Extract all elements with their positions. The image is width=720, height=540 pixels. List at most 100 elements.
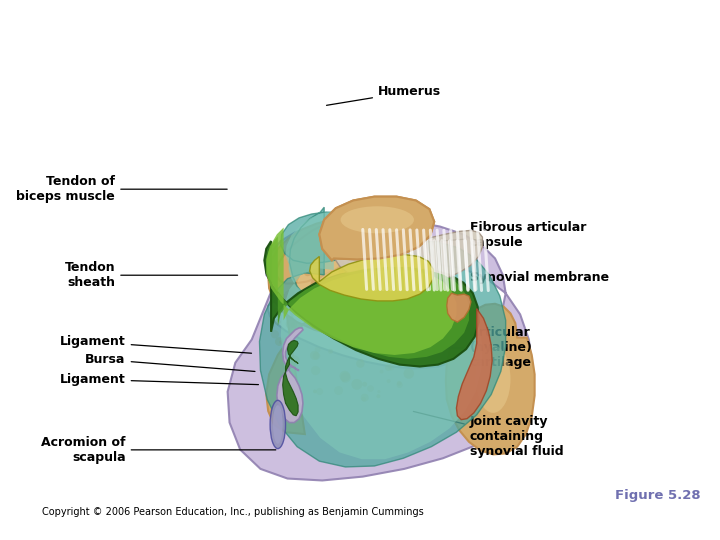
Circle shape: [342, 379, 345, 382]
Circle shape: [367, 385, 374, 392]
Circle shape: [410, 316, 415, 322]
Circle shape: [341, 273, 347, 279]
Circle shape: [368, 302, 377, 312]
Circle shape: [310, 351, 319, 360]
Circle shape: [403, 368, 414, 379]
Circle shape: [388, 352, 397, 361]
Circle shape: [316, 388, 323, 395]
Text: Ligament: Ligament: [60, 373, 258, 386]
Circle shape: [414, 315, 424, 325]
Circle shape: [376, 337, 381, 342]
Circle shape: [361, 359, 364, 362]
Circle shape: [275, 294, 282, 301]
Circle shape: [291, 322, 297, 328]
Circle shape: [291, 360, 298, 366]
Circle shape: [401, 295, 405, 299]
Circle shape: [380, 313, 384, 318]
Circle shape: [389, 316, 395, 322]
Circle shape: [311, 280, 318, 287]
Circle shape: [372, 352, 376, 355]
Circle shape: [346, 281, 356, 291]
Circle shape: [379, 369, 384, 374]
Circle shape: [279, 340, 284, 345]
Circle shape: [347, 249, 350, 252]
Polygon shape: [320, 197, 434, 260]
Ellipse shape: [315, 267, 382, 321]
Circle shape: [385, 315, 397, 327]
Circle shape: [388, 363, 395, 370]
Circle shape: [387, 379, 391, 383]
Circle shape: [418, 310, 427, 320]
Circle shape: [339, 371, 350, 381]
Circle shape: [419, 329, 429, 340]
Circle shape: [318, 293, 325, 300]
Circle shape: [350, 253, 354, 257]
Text: Ligament: Ligament: [60, 335, 251, 353]
Circle shape: [375, 349, 384, 357]
Circle shape: [395, 278, 402, 285]
Circle shape: [341, 338, 353, 349]
Circle shape: [313, 323, 318, 329]
Circle shape: [361, 394, 369, 402]
Ellipse shape: [270, 400, 286, 449]
Ellipse shape: [295, 251, 402, 338]
Ellipse shape: [338, 205, 416, 234]
Circle shape: [274, 319, 280, 325]
Circle shape: [341, 373, 351, 383]
Circle shape: [397, 347, 405, 355]
Circle shape: [385, 306, 396, 316]
Text: Acromion of
scapula: Acromion of scapula: [41, 436, 276, 464]
Polygon shape: [228, 220, 532, 481]
Circle shape: [291, 332, 294, 336]
Circle shape: [284, 367, 287, 370]
Circle shape: [360, 285, 364, 288]
Circle shape: [356, 359, 364, 368]
Circle shape: [271, 330, 279, 339]
Circle shape: [291, 377, 295, 382]
Circle shape: [410, 320, 417, 328]
Circle shape: [380, 307, 388, 315]
Circle shape: [397, 382, 402, 388]
Text: Bursa: Bursa: [85, 353, 255, 372]
Circle shape: [365, 330, 373, 338]
Text: Tendon
sheath: Tendon sheath: [65, 261, 238, 289]
Polygon shape: [266, 236, 469, 359]
Circle shape: [325, 304, 333, 312]
Circle shape: [385, 364, 392, 371]
Text: Articular
(hyaline)
cartilage: Articular (hyaline) cartilage: [424, 326, 533, 369]
Circle shape: [409, 361, 414, 366]
Ellipse shape: [476, 345, 510, 413]
Circle shape: [377, 394, 380, 399]
Text: Copyright © 2006 Pearson Education, Inc., publishing as Benjamin Cummings: Copyright © 2006 Pearson Education, Inc.…: [42, 507, 424, 517]
Circle shape: [304, 268, 312, 276]
Circle shape: [330, 350, 333, 353]
Circle shape: [357, 288, 365, 296]
Circle shape: [275, 337, 284, 346]
Circle shape: [325, 328, 330, 334]
Circle shape: [313, 389, 317, 393]
Circle shape: [289, 316, 294, 321]
Polygon shape: [334, 231, 482, 286]
Text: Joint cavity
containing
synovial fluid: Joint cavity containing synovial fluid: [413, 411, 563, 458]
Circle shape: [334, 386, 343, 395]
Circle shape: [346, 328, 350, 332]
Circle shape: [412, 310, 417, 315]
Polygon shape: [277, 328, 303, 422]
Circle shape: [397, 349, 407, 359]
Circle shape: [312, 352, 320, 360]
Polygon shape: [264, 241, 479, 367]
Circle shape: [315, 319, 325, 329]
Circle shape: [412, 300, 417, 305]
Circle shape: [390, 338, 400, 347]
Polygon shape: [266, 227, 456, 355]
Circle shape: [289, 309, 296, 316]
Text: Fibrous articular
capsule: Fibrous articular capsule: [403, 220, 586, 248]
Polygon shape: [456, 309, 492, 420]
Circle shape: [325, 285, 330, 291]
Circle shape: [384, 306, 391, 313]
Polygon shape: [259, 207, 505, 467]
Circle shape: [381, 269, 392, 280]
Circle shape: [343, 304, 347, 309]
Polygon shape: [310, 254, 433, 301]
Circle shape: [289, 357, 294, 361]
